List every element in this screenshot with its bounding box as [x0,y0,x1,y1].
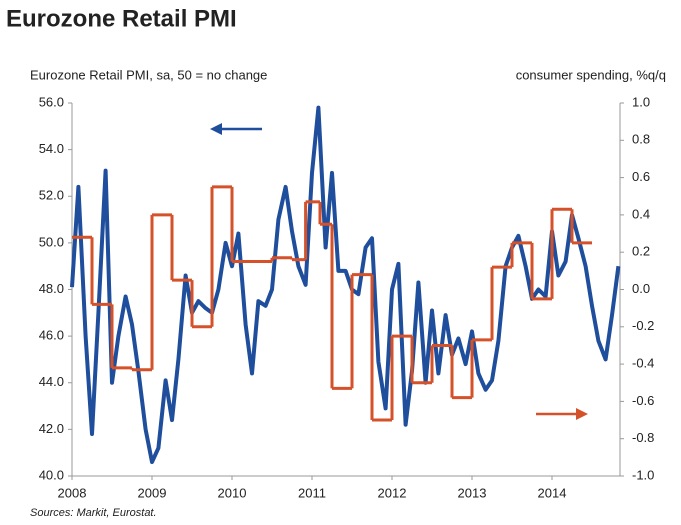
y2-axis-label: consumer spending, %q/q [516,67,666,82]
series-line [70,105,621,465]
y2-tick-label: -0.4 [632,356,654,371]
y2-tick-label: -1.0 [632,467,654,482]
y-tick-label: 46.0 [39,328,64,343]
y-tick-label: 54.0 [39,141,64,156]
y2-tick-label: 0.8 [632,132,650,147]
y-tick-label: 44.0 [39,374,64,389]
y2-tick-label: 0.4 [632,206,650,221]
y2-tick-label: -0.2 [632,318,654,333]
left-arrow [210,123,262,135]
y-tick-label: 42.0 [39,421,64,436]
chart-title: Eurozone Retail PMI [6,5,237,32]
x-tick-label: 2014 [538,485,567,500]
y2-tick-label: 1.0 [632,94,650,109]
x-tick-label: 2011 [298,485,326,500]
y2-tick-label: 0.6 [632,169,650,184]
y-tick-label: 52.0 [39,188,64,203]
y-tick-label: 48.0 [39,281,64,296]
y-tick-label: 40.0 [39,467,64,482]
x-tick-label: 2012 [378,485,407,500]
y2-tick-label: -0.6 [632,393,654,408]
y-axis-label: Eurozone Retail PMI, sa, 50 = no change [30,67,267,82]
source: Sources: Markit, Eurostat. [30,507,157,519]
y2-tick-label: 0.0 [632,281,650,296]
x-tick-label: 2013 [458,485,487,500]
y2-tick-label: 0.2 [632,244,650,259]
x-tick-label: 2009 [138,485,167,500]
y-tick-label: 50.0 [39,234,64,249]
x-tick-label: 2010 [218,485,247,500]
x-tick-label: 2008 [58,485,87,500]
right-arrow [536,408,588,420]
y2-tick-label: -0.8 [632,430,654,445]
y-tick-label: 56.0 [39,94,64,109]
